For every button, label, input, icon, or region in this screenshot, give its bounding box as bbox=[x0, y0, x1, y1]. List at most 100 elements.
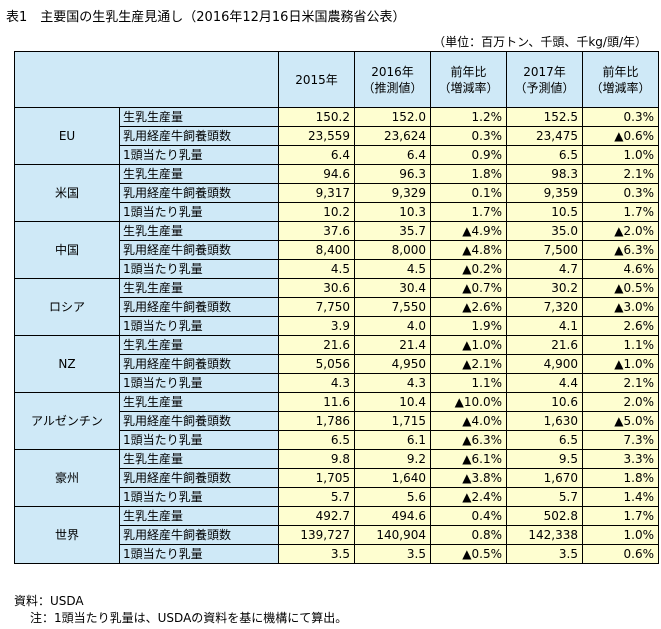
value-2016: 5.6 bbox=[354, 487, 431, 507]
value-2017-yoy: ▲0.6% bbox=[582, 126, 659, 146]
table-row: 乳用経産牛飼養頭数 8,400 8,000 ▲4.8% 7,500 ▲6.3% bbox=[15, 240, 659, 260]
item-label: 生乳生産量 bbox=[119, 221, 279, 241]
value-2015: 9.8 bbox=[278, 449, 355, 469]
header-2017-yoy: 前年比 （増減率） bbox=[582, 51, 659, 108]
value-2016-yoy: 1.8% bbox=[430, 164, 507, 184]
value-2016: 7,550 bbox=[354, 297, 431, 317]
value-2017-yoy: 1.7% bbox=[582, 202, 659, 222]
table-row: 乳用経産牛飼養頭数 139,727 140,904 0.8% 142,338 1.0% bbox=[15, 525, 659, 545]
value-2017-yoy: 1.0% bbox=[582, 525, 659, 545]
value-2017-yoy: ▲2.0% bbox=[582, 221, 659, 241]
table-row: 豪州 生乳生産量 9.8 9.2 ▲6.1% 9.5 3.3% bbox=[14, 449, 659, 507]
table-row: ロシア 生乳生産量 30.6 30.4 ▲0.7% 30.2 ▲0.5% bbox=[14, 278, 659, 336]
item-label: 乳用経産牛飼養頭数 bbox=[119, 354, 279, 374]
table-row: EU 生乳生産量 150.2 152.0 1.2% 152.5 0.3% bbox=[14, 107, 659, 165]
value-2015: 21.6 bbox=[278, 335, 355, 355]
value-2016: 21.4 bbox=[354, 335, 431, 355]
value-2017-yoy: 3.3% bbox=[582, 449, 659, 469]
value-2016-yoy: ▲0.2% bbox=[430, 259, 507, 279]
table-row: 1頭当たり乳量 4.5 4.5 ▲0.2% 4.7 4.6% bbox=[15, 259, 659, 279]
value-2015: 7,750 bbox=[278, 297, 355, 317]
value-2015: 1,786 bbox=[278, 411, 355, 431]
value-2015: 6.5 bbox=[278, 430, 355, 450]
table-row: アルゼンチン 生乳生産量 11.6 10.4 ▲10.0% 10.6 2.0% bbox=[14, 392, 659, 450]
value-2015: 150.2 bbox=[278, 107, 355, 127]
table-row: 米国 生乳生産量 94.6 96.3 1.8% 98.3 2.1% bbox=[14, 164, 659, 222]
table-row: 1頭当たり乳量 6.5 6.1 ▲6.3% 6.5 7.3% bbox=[15, 430, 659, 450]
table-title: 表1 主要国の生乳生産見通し（2016年12月16日米国農務省公表） bbox=[6, 10, 406, 25]
value-2015: 30.6 bbox=[278, 278, 355, 298]
table-row: 乳用経産牛飼養頭数 23,559 23,624 0.3% 23,475 ▲0.6% bbox=[15, 126, 659, 146]
value-2016: 4.0 bbox=[354, 316, 431, 336]
value-2016: 9.2 bbox=[354, 449, 431, 469]
value-2017-yoy: 0.3% bbox=[582, 183, 659, 203]
item-label: 1頭当たり乳量 bbox=[119, 145, 279, 165]
calculation-note: 注：1頭当たり乳量は、USDAの資料を基に機構にて算出。 bbox=[30, 611, 348, 625]
value-2016: 1,640 bbox=[354, 468, 431, 488]
country-label: 世界 bbox=[14, 506, 120, 564]
table-row: 乳用経産牛飼養頭数 1,705 1,640 ▲3.8% 1,670 1.8% bbox=[15, 468, 659, 488]
value-2016-yoy: 0.8% bbox=[430, 525, 507, 545]
value-2015: 8,400 bbox=[278, 240, 355, 260]
value-2016: 4.3 bbox=[354, 373, 431, 393]
value-2015: 23,559 bbox=[278, 126, 355, 146]
milk-production-table: 2015年 2016年 （推測値） 前年比 （増減率） 2017年 （予測値） 前年比… bbox=[14, 51, 659, 564]
source-note: 資料：USDA bbox=[14, 594, 84, 608]
header-corner bbox=[14, 51, 279, 108]
table-row: 1頭当たり乳量 3.5 3.5 ▲0.5% 3.5 0.6% bbox=[15, 544, 659, 564]
value-2016: 30.4 bbox=[354, 278, 431, 298]
value-2017: 98.3 bbox=[506, 164, 583, 184]
item-label: 乳用経産牛飼養頭数 bbox=[119, 525, 279, 545]
country-label: 米国 bbox=[14, 164, 120, 222]
value-2016-yoy: ▲1.0% bbox=[430, 335, 507, 355]
value-2016-yoy: ▲6.3% bbox=[430, 430, 507, 450]
table-row: 1頭当たり乳量 4.3 4.3 1.1% 4.4 2.1% bbox=[15, 373, 659, 393]
item-label: 生乳生産量 bbox=[119, 335, 279, 355]
value-2016: 3.5 bbox=[354, 544, 431, 564]
value-2017-yoy: ▲1.0% bbox=[582, 354, 659, 374]
value-2015: 6.4 bbox=[278, 145, 355, 165]
value-2015: 4.3 bbox=[278, 373, 355, 393]
value-2017: 4.4 bbox=[506, 373, 583, 393]
value-2016-yoy: 0.3% bbox=[430, 126, 507, 146]
value-2015: 3.5 bbox=[278, 544, 355, 564]
value-2015: 37.6 bbox=[278, 221, 355, 241]
country-label: NZ bbox=[14, 335, 120, 393]
value-2016: 9,329 bbox=[354, 183, 431, 203]
item-label: 生乳生産量 bbox=[119, 392, 279, 412]
item-label: 1頭当たり乳量 bbox=[119, 202, 279, 222]
value-2017: 30.2 bbox=[506, 278, 583, 298]
value-2016: 23,624 bbox=[354, 126, 431, 146]
value-2017: 142,338 bbox=[506, 525, 583, 545]
value-2016-yoy: 1.1% bbox=[430, 373, 507, 393]
table-row: NZ 生乳生産量 21.6 21.4 ▲1.0% 21.6 1.1% bbox=[14, 335, 659, 393]
value-2017-yoy: 4.6% bbox=[582, 259, 659, 279]
value-2017-yoy: 0.6% bbox=[582, 544, 659, 564]
value-2017: 23,475 bbox=[506, 126, 583, 146]
value-2017: 9.5 bbox=[506, 449, 583, 469]
value-2017-yoy: ▲5.0% bbox=[582, 411, 659, 431]
value-2016: 4,950 bbox=[354, 354, 431, 374]
value-2016-yoy: ▲4.0% bbox=[430, 411, 507, 431]
value-2016: 6.1 bbox=[354, 430, 431, 450]
value-2017-yoy: 7.3% bbox=[582, 430, 659, 450]
value-2016: 10.4 bbox=[354, 392, 431, 412]
value-2017: 4.7 bbox=[506, 259, 583, 279]
value-2016-yoy: ▲2.4% bbox=[430, 487, 507, 507]
value-2017-yoy: 1.7% bbox=[582, 506, 659, 526]
value-2016-yoy: 0.4% bbox=[430, 506, 507, 526]
item-label: 1頭当たり乳量 bbox=[119, 544, 279, 564]
value-2016: 8,000 bbox=[354, 240, 431, 260]
value-2016: 152.0 bbox=[354, 107, 431, 127]
value-2017: 7,500 bbox=[506, 240, 583, 260]
value-2016-yoy: ▲2.6% bbox=[430, 297, 507, 317]
value-2016-yoy: ▲4.9% bbox=[430, 221, 507, 241]
value-2017: 6.5 bbox=[506, 430, 583, 450]
item-label: 1頭当たり乳量 bbox=[119, 430, 279, 450]
value-2016-yoy: ▲4.8% bbox=[430, 240, 507, 260]
value-2015: 492.7 bbox=[278, 506, 355, 526]
value-2016: 96.3 bbox=[354, 164, 431, 184]
value-2017-yoy: ▲0.5% bbox=[582, 278, 659, 298]
item-label: 1頭当たり乳量 bbox=[119, 373, 279, 393]
value-2017: 9,359 bbox=[506, 183, 583, 203]
